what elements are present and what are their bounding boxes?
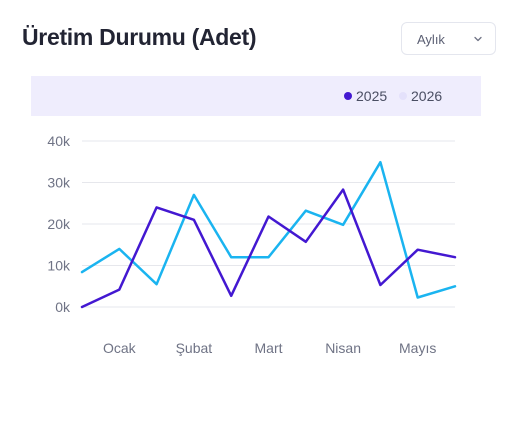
legend-dot-2025 bbox=[344, 92, 352, 100]
x-tick-label: Mart bbox=[255, 340, 283, 356]
y-tick-label: 10k bbox=[47, 258, 71, 274]
series-line-2026[interactable] bbox=[80, 160, 457, 299]
grid-lines bbox=[82, 140, 455, 308]
y-axis: 0k 10k 20k 30k 40k bbox=[47, 133, 71, 315]
legend-label-2025: 2025 bbox=[356, 88, 388, 104]
y-tick-label: 20k bbox=[47, 216, 71, 232]
x-tick-label: Şubat bbox=[176, 340, 213, 356]
period-select-value: Aylık bbox=[417, 32, 445, 47]
card-title: Üretim Durumu (Adet) bbox=[22, 24, 257, 50]
chevron-down-icon bbox=[474, 36, 482, 42]
series-line-2025[interactable] bbox=[80, 188, 457, 309]
legend-dot-2026 bbox=[399, 92, 407, 100]
x-tick-label: Mayıs bbox=[399, 340, 436, 356]
y-tick-label: 40k bbox=[47, 133, 71, 149]
y-tick-label: 0k bbox=[55, 299, 71, 315]
period-select[interactable]: Aylık bbox=[401, 22, 496, 55]
y-tick-label: 30k bbox=[47, 175, 71, 191]
x-tick-label: Nisan bbox=[325, 340, 361, 356]
legend-label-2026: 2026 bbox=[411, 88, 443, 104]
legend: 2025 2026 bbox=[31, 76, 481, 116]
x-tick-label: Ocak bbox=[103, 340, 137, 356]
series-lines bbox=[80, 160, 457, 309]
legend-item-2026[interactable]: 2026 bbox=[399, 88, 442, 104]
legend-item-2025[interactable]: 2025 bbox=[344, 88, 387, 104]
x-axis: Ocak Şubat Mart Nisan Mayıs bbox=[103, 340, 436, 356]
